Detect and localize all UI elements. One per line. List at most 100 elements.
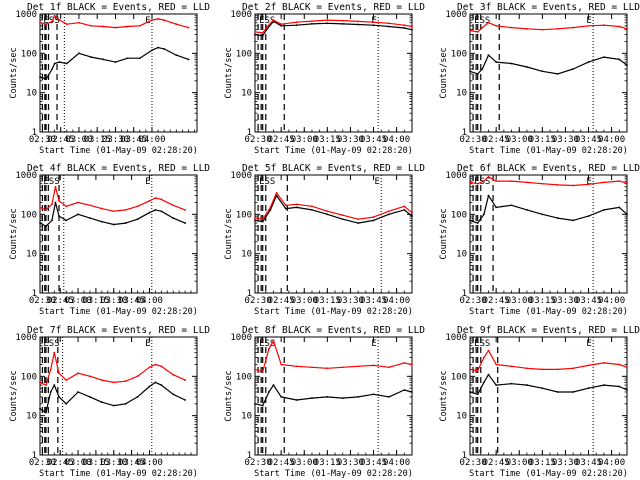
events-data-point [326, 22, 329, 25]
events-data-point [77, 391, 79, 393]
marker-label-start: ESS [474, 16, 490, 26]
lld-data-point [357, 20, 360, 23]
y-tick-label: 1000 [15, 10, 37, 20]
events-data-point [102, 58, 105, 61]
chart-title: Det 3f BLACK = Events, RED = LLD [457, 2, 640, 13]
y-tick-label: 1000 [15, 333, 37, 343]
x-axis-label: Start Time (01-May-09 02:28:20) [39, 146, 198, 156]
events-data-point [476, 393, 479, 396]
lld-data-point [100, 379, 103, 382]
x-tick-label: 04:00 [136, 458, 163, 468]
lld-series-line [254, 19, 413, 34]
x-axis-label: Start Time (01-May-09 02:28:20) [254, 307, 413, 317]
lld-data-point [187, 26, 190, 29]
events-data-point [89, 217, 91, 220]
y-axis-label: Counts/sec [224, 47, 234, 98]
x-tick-label: 03:15 [529, 135, 556, 145]
y-axis-label: Counts/sec [224, 208, 234, 259]
lld-series-line [469, 22, 628, 33]
events-data-point [254, 219, 256, 222]
y-tick-label: 1 [247, 128, 252, 138]
y-tick-label: 1 [462, 289, 467, 299]
x-axis-label: Start Time (01-May-09 02:28:20) [469, 146, 628, 156]
x-tick-label: 03:30 [337, 135, 364, 145]
events-data-point [357, 395, 360, 398]
events-data-point [50, 219, 53, 222]
lld-data-point [469, 29, 471, 32]
events-data-point [100, 220, 103, 223]
x-tick-label: 03:45 [360, 296, 387, 306]
x-tick-label: 02:30 [245, 135, 272, 145]
lld-data-point [476, 31, 479, 33]
lld-data-point [526, 367, 528, 370]
events-data-point [184, 222, 187, 224]
x-axis-label: Start Time (01-May-09 02:28:20) [469, 469, 628, 479]
x-tick-label: 03:45 [360, 458, 387, 468]
events-data-point [65, 219, 68, 222]
x-tick-label: 02:45 [47, 296, 74, 306]
events-data-point [572, 391, 575, 393]
x-tick-label: 03:15 [314, 458, 341, 468]
lld-data-point [102, 25, 105, 28]
lld-data-point [39, 381, 41, 384]
x-tick-label: 03:00 [65, 296, 92, 306]
chart-panel-8: Det 8f BLACK = Events, RED = LLD 1 10 100 10… [224, 325, 425, 479]
chart-panel-6: Det 6f BLACK = Events, RED = LLD 1 10 100 10… [439, 163, 640, 317]
events-data-point [53, 384, 56, 386]
events-data-point [124, 222, 127, 224]
plot-frame [254, 336, 413, 456]
events-data-point [157, 46, 159, 49]
lld-data-point [272, 19, 275, 21]
y-tick-label: 100 [236, 372, 252, 382]
x-tick-label: 03:15 [82, 458, 109, 468]
x-tick-label: 02:30 [245, 458, 272, 468]
lld-data-point [388, 22, 390, 25]
lld-data-point [261, 32, 264, 34]
x-tick-label: 03:45 [118, 458, 145, 468]
lld-data-point [618, 363, 621, 366]
events-series-line [39, 46, 189, 80]
lld-data-point [541, 182, 544, 185]
x-tick-label: 02:45 [47, 458, 74, 468]
x-tick-label: 03:00 [65, 135, 92, 145]
lld-data-point [254, 217, 256, 220]
events-data-point [114, 61, 117, 63]
chart-title: Det 2f BLACK = Events, RED = LLD [242, 2, 425, 13]
lld-data-point [556, 27, 559, 30]
lld-data-point [411, 211, 413, 214]
lld-data-point [341, 366, 344, 369]
y-axis-label: Counts/sec [9, 370, 19, 421]
events-data-point [45, 78, 47, 81]
lld-data-point [556, 184, 559, 186]
lld-data-point [45, 23, 47, 26]
events-data-point [53, 62, 56, 65]
y-tick-label: 10 [26, 412, 37, 422]
lld-series-line [39, 186, 186, 212]
lld-data-point [311, 20, 313, 22]
x-tick-label: 03:45 [120, 135, 147, 145]
y-tick-label: 1000 [15, 171, 37, 181]
lld-data-point [136, 375, 139, 378]
events-data-point [184, 399, 187, 401]
lld-data-point [45, 208, 47, 211]
lld-data-point [172, 373, 175, 376]
lld-data-point [603, 181, 605, 184]
lld-data-point [403, 205, 406, 208]
lld-data-point [495, 180, 498, 182]
y-tick-label: 1000 [445, 10, 467, 20]
lld-data-point [326, 367, 329, 370]
lld-data-point [124, 380, 127, 383]
events-data-point [295, 206, 298, 209]
lld-data-point [626, 366, 628, 369]
lld-data-point [388, 210, 390, 213]
marker-label-end: E [586, 16, 591, 26]
lld-data-point [267, 347, 270, 350]
chart-panel-1: Det 1f BLACK = Events, RED = LLD 1 10 100 10… [9, 2, 210, 156]
lld-data-point [626, 27, 628, 30]
events-data-point [58, 61, 61, 63]
lld-data-point [49, 368, 52, 371]
x-tick-label: 03:30 [337, 458, 364, 468]
lld-data-point [184, 379, 187, 382]
events-data-point [112, 404, 115, 407]
y-axis-label: Counts/sec [9, 208, 19, 259]
